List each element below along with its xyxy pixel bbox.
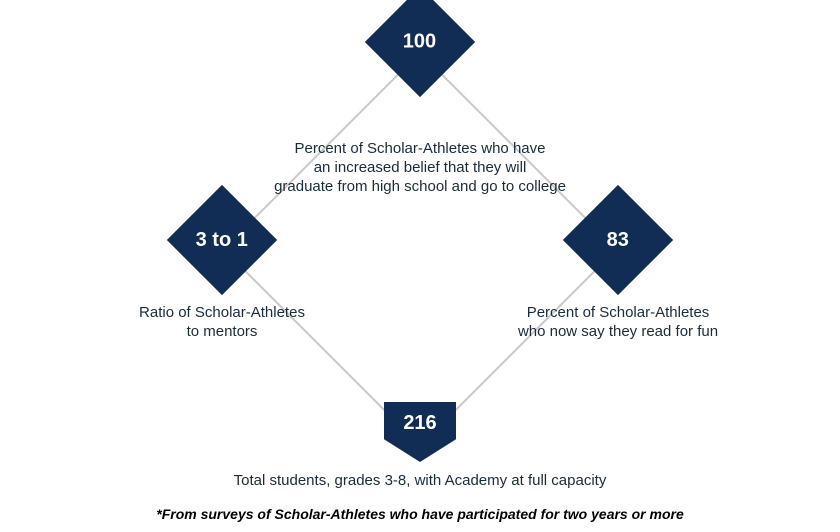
footnote: *From surveys of Scholar-Athletes who ha…	[0, 506, 840, 522]
baseball-diamond-outline	[222, 51, 618, 447]
stat-value-right: 83	[607, 229, 629, 252]
stat-caption-bottom: Total students, grades 3-8, with Academy…	[170, 472, 670, 491]
stat-caption-left: Ratio of Scholar-Athletesto mentors	[107, 304, 337, 342]
stat-homeplate-bottom: 216	[384, 402, 456, 462]
stat-caption-top: Percent of Scholar-Athletes who havean i…	[240, 140, 600, 196]
stat-value-bottom: 216	[384, 412, 456, 435]
stat-value-top: 100	[403, 31, 436, 54]
stat-value-left: 3 to 1	[196, 229, 248, 252]
stat-caption-right: Percent of Scholar-Athleteswho now say t…	[493, 304, 743, 342]
stat-diamond-top: 100	[365, 0, 475, 97]
infographic-stage: 100 Percent of Scholar-Athletes who have…	[0, 0, 840, 532]
